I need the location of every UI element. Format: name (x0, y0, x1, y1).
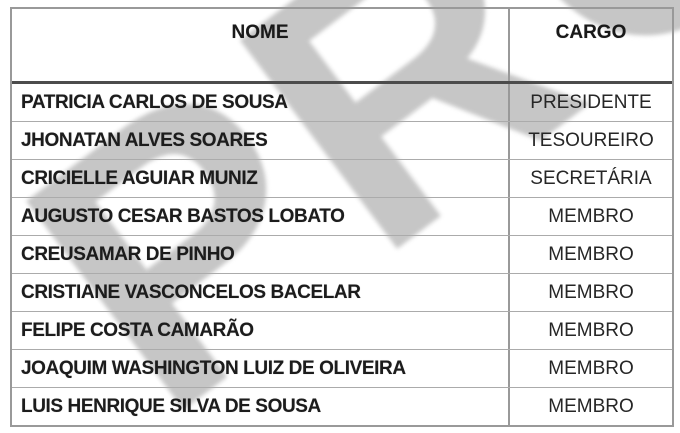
column-header-cargo: CARGO (508, 9, 672, 81)
cargo-cell: MEMBRO (508, 198, 672, 235)
cargo-cell: MEMBRO (508, 312, 672, 349)
name-cell: CREUSAMAR DE PINHO (21, 243, 235, 265)
table-row: FELIPE COSTA CAMARÃO MEMBRO (12, 312, 672, 350)
committee-table: NOME CARGO PATRICIA CARLOS DE SOUSA PRES… (10, 7, 674, 427)
table-row: LUIS HENRIQUE SILVA DE SOUSA MEMBRO (12, 388, 672, 425)
column-header-nome: NOME (231, 22, 289, 43)
name-cell: LUIS HENRIQUE SILVA DE SOUSA (21, 395, 321, 417)
table-row: PATRICIA CARLOS DE SOUSA PRESIDENTE (12, 84, 672, 122)
cargo-cell: MEMBRO (508, 388, 672, 425)
table-row: CRICIELLE AGUIAR MUNIZ SECRETÁRIA (12, 160, 672, 198)
cargo-cell: TESOUREIRO (508, 122, 672, 159)
name-cell: JHONATAN ALVES SOARES (21, 129, 268, 151)
table-row: JOAQUIM WASHINGTON LUIZ DE OLIVEIRA MEMB… (12, 350, 672, 388)
name-cell: JOAQUIM WASHINGTON LUIZ DE OLIVEIRA (21, 357, 406, 379)
cargo-cell: PRESIDENTE (508, 84, 672, 121)
cargo-cell: MEMBRO (508, 274, 672, 311)
name-cell: CRISTIANE VASCONCELOS BACELAR (21, 281, 361, 303)
name-cell: FELIPE COSTA CAMARÃO (21, 319, 254, 341)
table-row: JHONATAN ALVES SOARES TESOUREIRO (12, 122, 672, 160)
name-cell: CRICIELLE AGUIAR MUNIZ (21, 167, 258, 189)
cargo-cell: MEMBRO (508, 236, 672, 273)
cargo-cell: MEMBRO (508, 350, 672, 387)
table-header-row: NOME CARGO (12, 9, 672, 84)
table-row: AUGUSTO CESAR BASTOS LOBATO MEMBRO (12, 198, 672, 236)
table-row: CRISTIANE VASCONCELOS BACELAR MEMBRO (12, 274, 672, 312)
cargo-cell: SECRETÁRIA (508, 160, 672, 197)
name-cell: PATRICIA CARLOS DE SOUSA (21, 91, 288, 113)
table-row: CREUSAMAR DE PINHO MEMBRO (12, 236, 672, 274)
name-cell: AUGUSTO CESAR BASTOS LOBATO (21, 205, 345, 227)
